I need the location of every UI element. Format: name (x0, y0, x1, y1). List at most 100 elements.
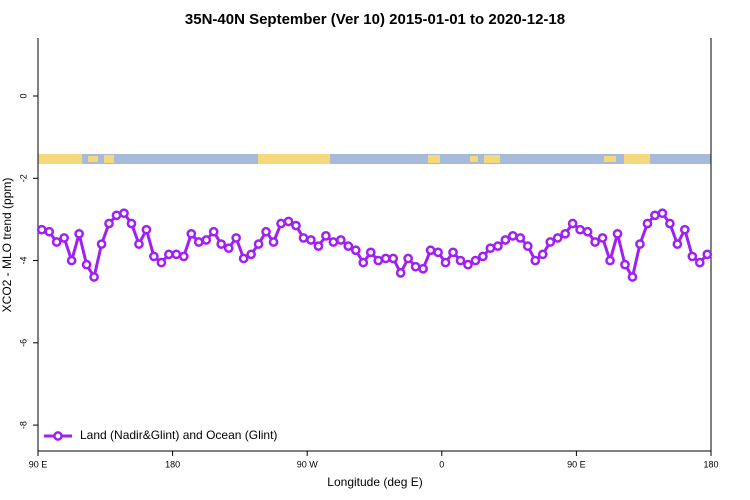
data-point (44, 226, 55, 237)
data-point (119, 208, 129, 219)
legend-label: Land (Nadir&Glint) and Ocean (Glint) (80, 428, 277, 442)
data-point (463, 259, 473, 270)
data-point (291, 220, 301, 231)
data-point (478, 251, 488, 262)
data-point (418, 263, 428, 274)
data-point (597, 233, 608, 243)
data-point (620, 259, 630, 270)
data-point (358, 257, 369, 268)
data-point (388, 253, 399, 264)
legend-marker (53, 431, 63, 441)
data-point (470, 255, 481, 266)
data-point (36, 224, 47, 235)
data-point (268, 237, 279, 247)
x-tick-label: 180 (703, 459, 718, 469)
data-point (448, 247, 458, 258)
data-point (111, 210, 122, 221)
data-point (679, 224, 690, 235)
data-point (253, 239, 264, 249)
data-point (612, 228, 623, 239)
data-point (567, 218, 578, 229)
data-point (306, 235, 316, 245)
y-tick-label: 0 (18, 93, 28, 98)
data-point (582, 226, 593, 237)
data-point (321, 231, 331, 241)
data-point (336, 235, 346, 245)
data-point (171, 249, 182, 260)
data-point (216, 239, 227, 249)
data-point (605, 255, 615, 266)
data-point (74, 228, 84, 239)
data-point (403, 253, 413, 264)
data-point (208, 226, 219, 237)
data-point (650, 210, 660, 221)
data-point (246, 249, 256, 260)
data-point (328, 237, 339, 247)
data-point (223, 243, 234, 254)
data-point (433, 247, 443, 258)
data-point (694, 257, 705, 268)
data-point (66, 255, 77, 266)
data-point (156, 257, 167, 268)
data-point (283, 216, 294, 227)
data-point (126, 218, 137, 229)
data-point (672, 239, 683, 249)
y-tick-label: -4 (18, 257, 28, 265)
data-point (440, 257, 451, 268)
data-point (522, 241, 533, 251)
data-point (201, 235, 212, 245)
y-axis-label: XCO2 - MLO trend (ppm) (0, 178, 14, 313)
x-tick-label: 90 W (297, 459, 319, 469)
data-point (81, 259, 92, 270)
data-point (186, 228, 197, 239)
data-point (193, 237, 204, 247)
data-point (89, 272, 99, 282)
data-point (560, 228, 571, 239)
data-point (261, 226, 271, 237)
data-point (395, 268, 406, 278)
data-point (590, 237, 600, 247)
data-point (313, 241, 324, 251)
data-point (687, 251, 698, 262)
data-point (575, 224, 585, 235)
x-tick-label: 90 E (567, 459, 586, 469)
data-point (59, 233, 70, 243)
data-point (276, 218, 286, 229)
data-point (665, 218, 675, 229)
data-point (350, 245, 361, 256)
x-tick-label: 90 E (29, 459, 48, 469)
data-point (642, 218, 653, 229)
data-point (231, 233, 242, 243)
y-tick-label: -6 (18, 339, 28, 347)
data-point (373, 255, 384, 266)
data-point (141, 224, 152, 235)
data-point (537, 249, 548, 260)
data-point (178, 251, 189, 262)
data-point (455, 255, 466, 266)
data-point (425, 245, 436, 256)
data-point (515, 233, 526, 243)
x-tick-label: 180 (165, 459, 180, 469)
y-tick-label: -2 (18, 174, 28, 182)
data-point (485, 243, 496, 254)
data-point (134, 239, 144, 249)
chart-title: 35N-40N September (Ver 10) 2015-01-01 to… (185, 11, 565, 28)
data-point (365, 247, 376, 258)
data-point (298, 233, 309, 243)
data-point (104, 218, 114, 229)
data-point (500, 235, 511, 245)
data-point (545, 237, 556, 247)
x-tick-label: 0 (439, 459, 444, 469)
data-point (507, 231, 518, 241)
data-point (702, 249, 713, 260)
data-point (552, 233, 563, 243)
data-point (657, 208, 668, 219)
data-point (410, 261, 421, 272)
data-point (51, 237, 62, 247)
axes (37, 38, 712, 452)
data-point (238, 253, 249, 264)
x-axis-label: Longitude (deg E) (327, 475, 422, 489)
data-point (343, 241, 354, 251)
data-point (164, 249, 174, 260)
